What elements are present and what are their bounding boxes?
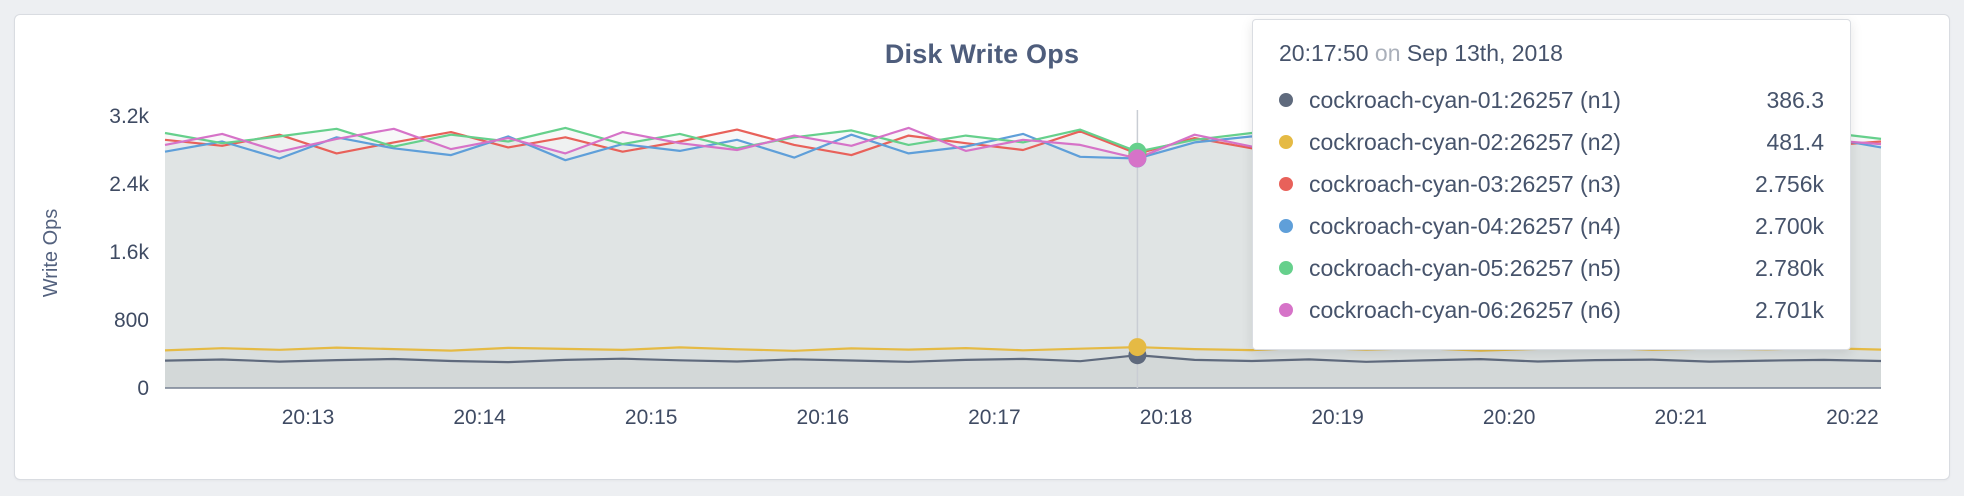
series-color-dot xyxy=(1279,135,1293,149)
y-tick-label: 2.4k xyxy=(109,173,149,196)
series-name: cockroach-cyan-03:26257 (n3) xyxy=(1309,170,1621,197)
y-axis-title: Write Ops xyxy=(40,209,62,298)
series-value: 386.3 xyxy=(1766,86,1824,113)
hover-point-dot xyxy=(1128,338,1147,357)
tooltip-row: cockroach-cyan-03:26257 (n3) 2.756k xyxy=(1279,163,1824,205)
x-tick-label: 20:22 xyxy=(1826,406,1879,429)
x-tick-label: 20:16 xyxy=(797,406,850,429)
series-color-dot xyxy=(1279,93,1293,107)
series-color-dot xyxy=(1279,219,1293,233)
series-name: cockroach-cyan-01:26257 (n1) xyxy=(1309,86,1621,113)
series-name: cockroach-cyan-06:26257 (n6) xyxy=(1309,296,1621,323)
series-name: cockroach-cyan-02:26257 (n2) xyxy=(1309,128,1621,155)
series-name: cockroach-cyan-04:26257 (n4) xyxy=(1309,212,1621,239)
y-tick-label: 800 xyxy=(114,309,149,332)
chart-title: Disk Write Ops xyxy=(884,39,1080,69)
tooltip-row: cockroach-cyan-05:26257 (n5) 2.780k xyxy=(1279,247,1824,289)
tooltip-row: cockroach-cyan-01:26257 (n1) 386.3 xyxy=(1279,79,1824,121)
series-color-dot xyxy=(1279,303,1293,317)
x-tick-label: 20:17 xyxy=(968,406,1021,429)
x-tick-label: 20:19 xyxy=(1311,406,1364,429)
series-line xyxy=(164,354,1882,364)
series-color-dot xyxy=(1279,177,1293,191)
chart-panel: Disk Write Ops Write Ops 0 800 1.6k 2.4k 3.2… xyxy=(14,14,1950,480)
series-area xyxy=(165,347,1881,388)
x-tick-label: 20:14 xyxy=(453,406,506,429)
series-value: 481.4 xyxy=(1766,128,1824,155)
tooltip-header: 20:17:50 on Sep 13th, 2018 xyxy=(1279,40,1824,67)
series-name: cockroach-cyan-05:26257 (n5) xyxy=(1309,254,1621,281)
series-value: 2.700k xyxy=(1754,212,1824,239)
tooltip-row: cockroach-cyan-02:26257 (n2) 481.4 xyxy=(1279,121,1824,163)
y-tick-label: 3.2k xyxy=(109,105,149,128)
x-tick-label: 20:15 xyxy=(625,406,678,429)
tooltip-date: Sep 13th, 2018 xyxy=(1406,40,1563,66)
x-tick-label: 20:21 xyxy=(1655,406,1708,429)
y-tick-label: 0 xyxy=(137,377,149,400)
hover-tooltip: 20:17:50 on Sep 13th, 2018 cockroach-cya… xyxy=(1252,19,1851,350)
tooltip-conjunction: on xyxy=(1374,40,1401,66)
series-value: 2.780k xyxy=(1754,254,1824,281)
x-tick-label: 20:18 xyxy=(1140,406,1193,429)
series-area xyxy=(165,355,1881,388)
x-tick-label: 20:20 xyxy=(1483,406,1536,429)
hover-point-dot xyxy=(1128,149,1147,168)
tooltip-time: 20:17:50 xyxy=(1279,40,1369,66)
tooltip-row: cockroach-cyan-04:26257 (n4) 2.700k xyxy=(1279,205,1824,247)
tooltip-series-list: cockroach-cyan-01:26257 (n1) 386.3 cockroa… xyxy=(1279,79,1824,331)
series-value: 2.701k xyxy=(1754,296,1824,323)
tooltip-row: cockroach-cyan-06:26257 (n6) 2.701k xyxy=(1279,289,1824,331)
y-tick-label: 1.6k xyxy=(109,241,149,264)
x-tick-label: 20:13 xyxy=(282,406,335,429)
series-color-dot xyxy=(1279,261,1293,275)
series-value: 2.756k xyxy=(1754,170,1824,197)
